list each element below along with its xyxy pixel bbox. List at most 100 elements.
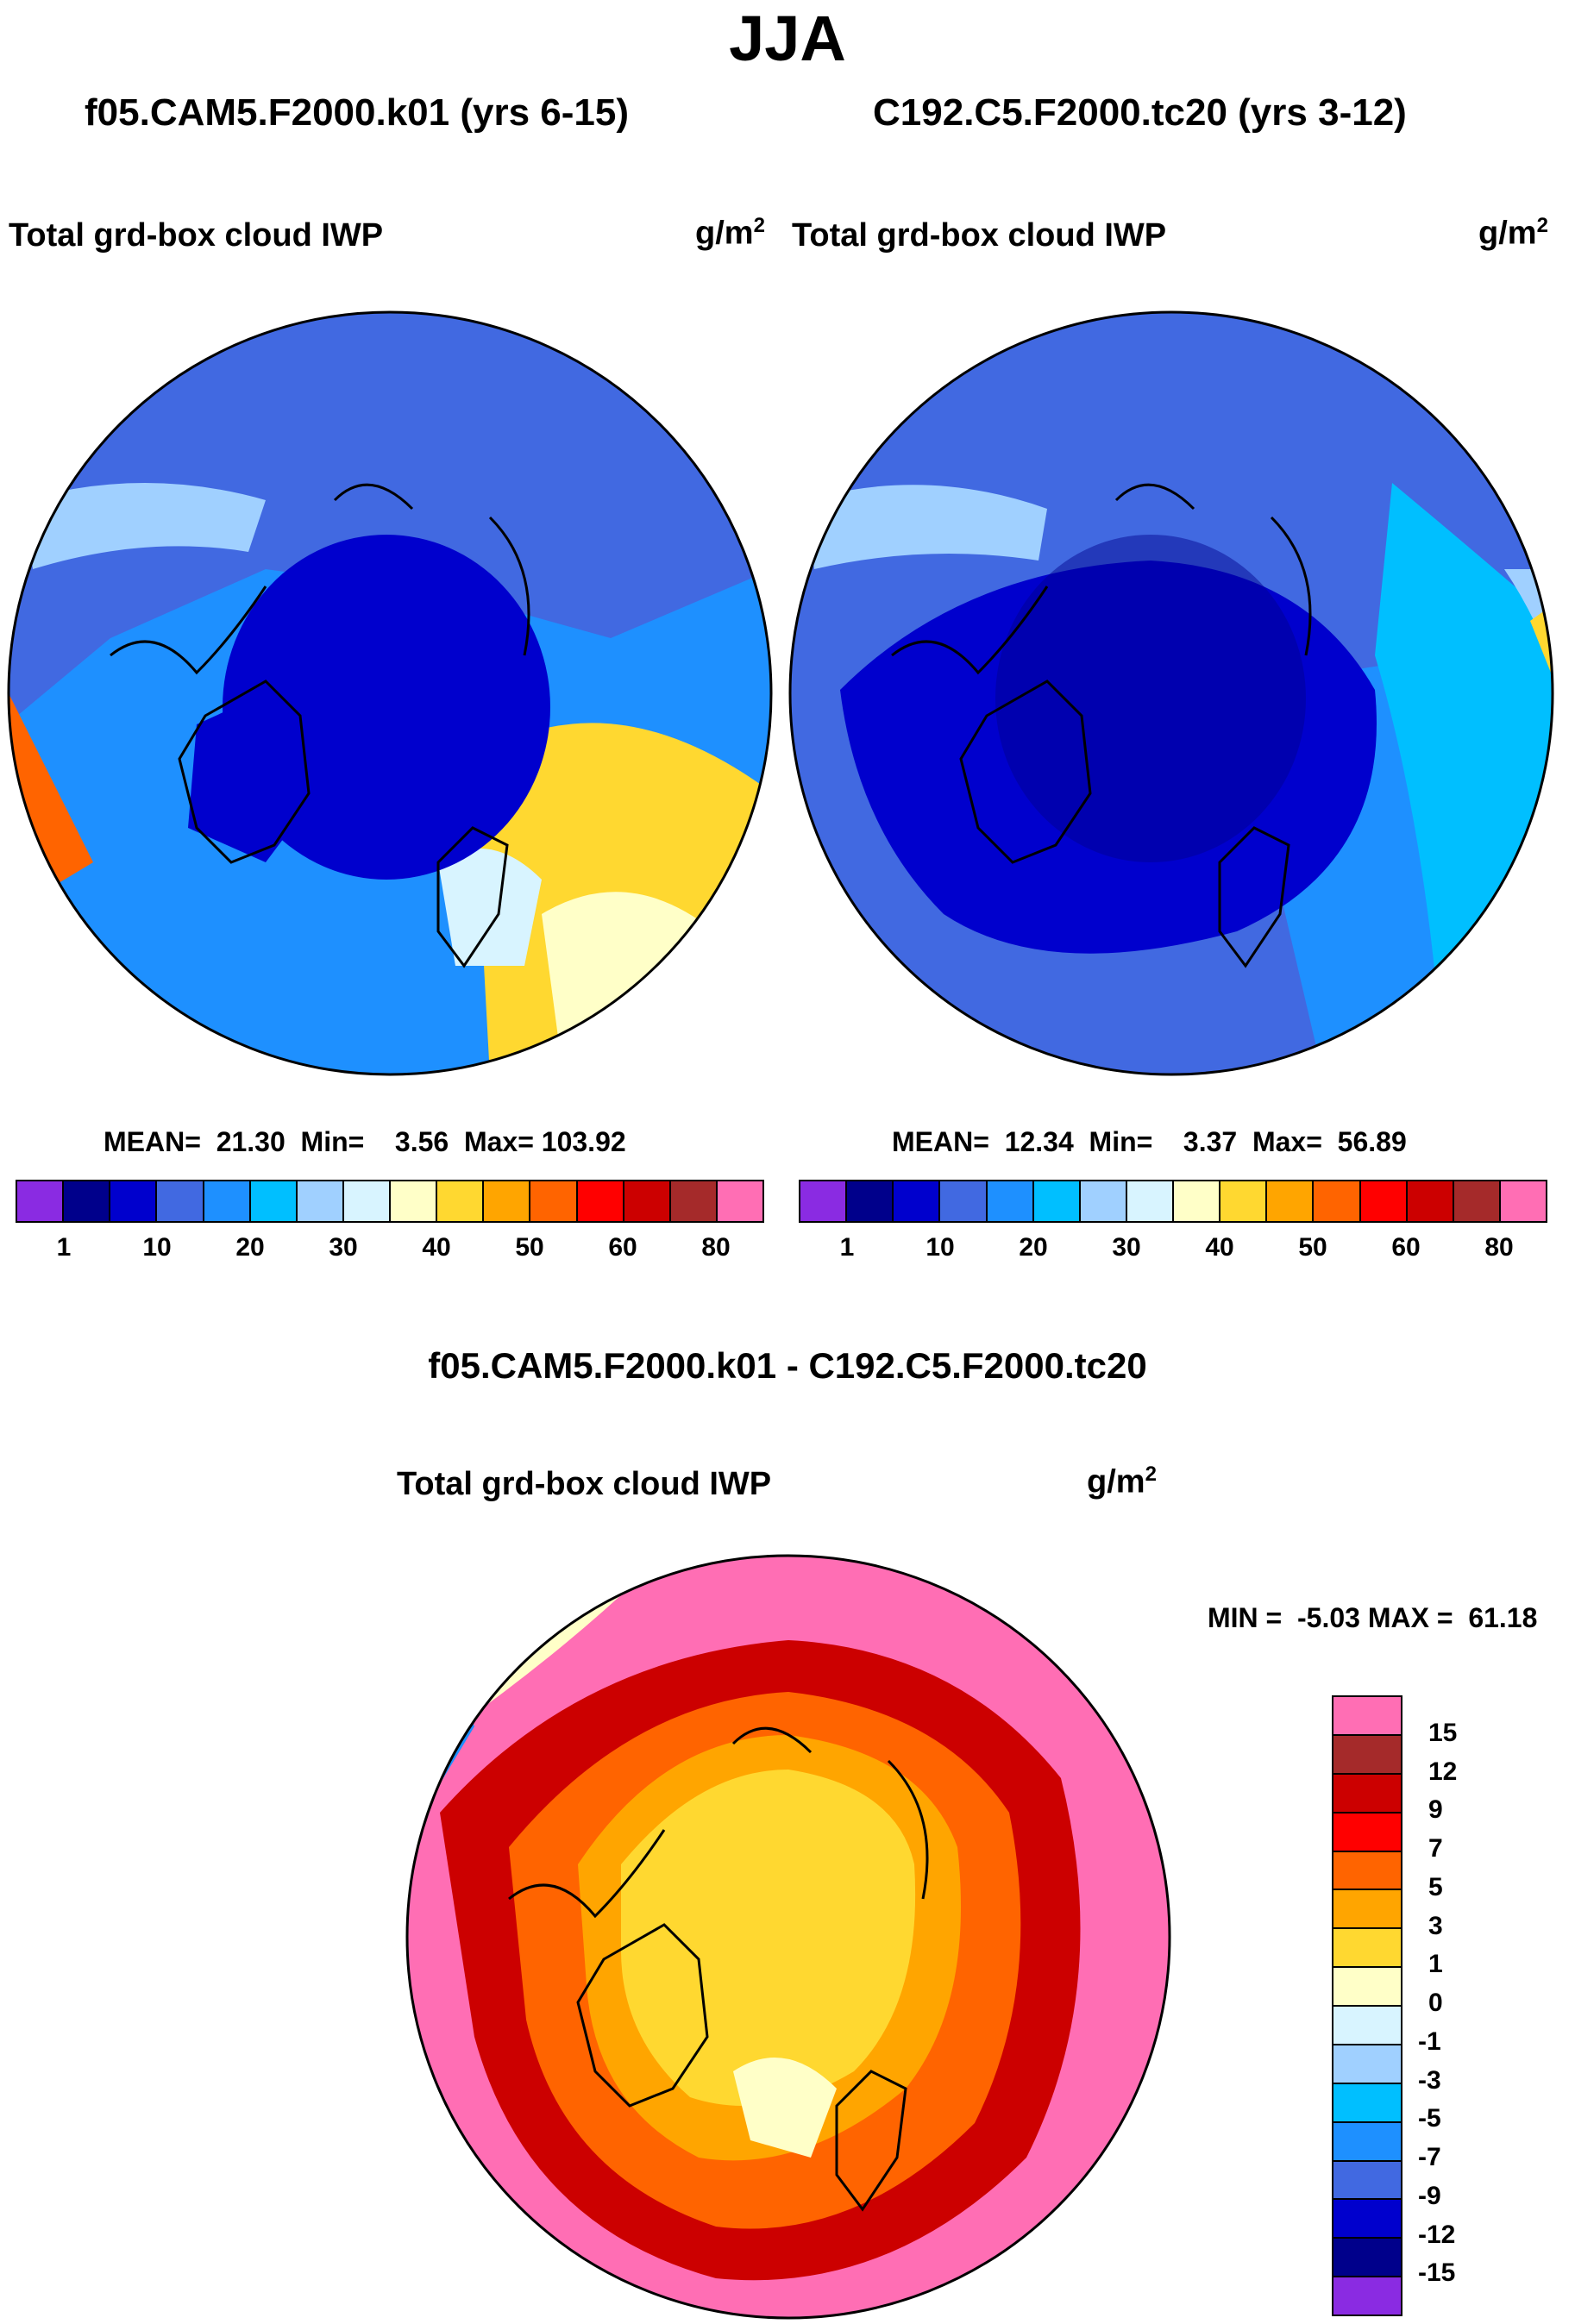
colorbar-box bbox=[717, 1181, 762, 1221]
colorbar-box bbox=[17, 1181, 65, 1221]
colorbar-box bbox=[1174, 1181, 1221, 1221]
colorbar-box bbox=[1314, 1181, 1361, 1221]
right-units: g/m2 bbox=[1478, 214, 1548, 252]
left-case-title: f05.CAM5.F2000.k01 (yrs 6-15) bbox=[85, 91, 629, 134]
colorbar-tick-label: 40 bbox=[422, 1233, 451, 1262]
colorbar-tick-label: 60 bbox=[1391, 1233, 1421, 1262]
colorbar-box bbox=[297, 1181, 344, 1221]
colorbar-box bbox=[1500, 1181, 1546, 1221]
right-polar-map bbox=[788, 310, 1554, 1076]
diff-colorbar-box bbox=[1333, 1774, 1401, 1813]
colorbar-box bbox=[391, 1181, 438, 1221]
diff-colorbar-tick-label: 12 bbox=[1428, 1757, 1458, 1786]
colorbar-box bbox=[1126, 1181, 1174, 1221]
left-stats: MEAN= 21.30 Min= 3.56 Max= 103.92 bbox=[104, 1126, 626, 1157]
colorbar-box bbox=[987, 1181, 1034, 1221]
colorbar-box bbox=[1267, 1181, 1315, 1221]
diff-units: g/m2 bbox=[1087, 1463, 1157, 1500]
colorbar-box bbox=[847, 1181, 894, 1221]
diff-colorbar-box bbox=[1333, 2239, 1401, 2278]
left-colorbar bbox=[16, 1180, 764, 1223]
colorbar-tick-label: 30 bbox=[1112, 1233, 1141, 1262]
left-polar-map bbox=[7, 310, 773, 1076]
colorbar-box bbox=[343, 1181, 391, 1221]
diff-colorbar-box bbox=[1333, 2045, 1401, 2084]
colorbar-box bbox=[110, 1181, 158, 1221]
colorbar-box bbox=[437, 1181, 485, 1221]
diff-colorbar-box bbox=[1333, 2122, 1401, 2162]
diff-colorbar-tick-label: -15 bbox=[1418, 2258, 1456, 2288]
colorbar-tick-label: 40 bbox=[1205, 1233, 1234, 1262]
colorbar-box bbox=[577, 1181, 624, 1221]
diff-stats: MIN = -5.03 MAX = 61.18 bbox=[1208, 1602, 1538, 1633]
right-colorbar bbox=[799, 1180, 1547, 1223]
colorbar-box bbox=[1407, 1181, 1454, 1221]
colorbar-tick-label: 50 bbox=[515, 1233, 544, 1262]
colorbar-box bbox=[940, 1181, 988, 1221]
difference-title: f05.CAM5.F2000.k01 - C192.C5.F2000.tc20 bbox=[428, 1345, 1147, 1386]
colorbar-tick-label: 50 bbox=[1298, 1233, 1327, 1262]
colorbar-tick-label: 10 bbox=[926, 1233, 955, 1262]
colorbar-tick-label: 20 bbox=[235, 1233, 265, 1262]
diff-colorbar bbox=[1332, 1695, 1402, 2316]
colorbar-box bbox=[484, 1181, 531, 1221]
diff-colorbar-box bbox=[1333, 2007, 1401, 2045]
diff-colorbar-box bbox=[1333, 1929, 1401, 1969]
colorbar-tick-label: 80 bbox=[1484, 1233, 1514, 1262]
diff-colorbar-tick-label: -12 bbox=[1418, 2220, 1456, 2249]
diff-variable-title: Total grd-box cloud IWP bbox=[397, 1466, 772, 1502]
colorbar-box bbox=[157, 1181, 204, 1221]
colorbar-box bbox=[800, 1181, 848, 1221]
colorbar-tick-label: 80 bbox=[701, 1233, 731, 1262]
diff-colorbar-ticks: 15 12 9 7 5 3 1 0 -1 -3 -5 -7 -9 -12 -15 bbox=[1418, 1695, 1522, 2313]
colorbar-box bbox=[1360, 1181, 1408, 1221]
colorbar-tick-label: 30 bbox=[329, 1233, 358, 1262]
right-case-title: C192.C5.F2000.tc20 (yrs 3-12) bbox=[873, 91, 1407, 134]
season-title: JJA bbox=[729, 3, 846, 74]
diff-colorbar-tick-label: 15 bbox=[1428, 1718, 1458, 1747]
colorbar-box bbox=[204, 1181, 251, 1221]
right-colorbar-ticks: 1 10 20 30 40 50 60 80 bbox=[800, 1233, 1546, 1268]
colorbar-tick-label: 60 bbox=[608, 1233, 637, 1262]
diff-colorbar-tick-label: -1 bbox=[1418, 2026, 1441, 2056]
diff-colorbar-tick-label: 0 bbox=[1428, 1989, 1443, 2017]
right-variable-title: Total grd-box cloud IWP bbox=[792, 217, 1167, 254]
diff-colorbar-tick-label: 9 bbox=[1428, 1795, 1443, 1825]
diff-colorbar-tick-label: 3 bbox=[1428, 1911, 1443, 1940]
left-units: g/m2 bbox=[695, 214, 765, 252]
diff-colorbar-box bbox=[1333, 2083, 1401, 2123]
diff-colorbar-tick-label: -3 bbox=[1418, 2065, 1441, 2095]
diff-colorbar-box bbox=[1333, 2277, 1401, 2315]
colorbar-box bbox=[670, 1181, 718, 1221]
diff-colorbar-tick-label: 5 bbox=[1428, 1872, 1443, 1901]
diff-colorbar-box bbox=[1333, 2161, 1401, 2201]
colorbar-tick-label: 20 bbox=[1019, 1233, 1048, 1262]
right-stats: MEAN= 12.34 Min= 3.37 Max= 56.89 bbox=[892, 1126, 1407, 1157]
diff-colorbar-box bbox=[1333, 1697, 1401, 1736]
colorbar-box bbox=[624, 1181, 671, 1221]
diff-colorbar-box bbox=[1333, 1851, 1401, 1891]
diff-colorbar-tick-label: 1 bbox=[1428, 1950, 1443, 1979]
diff-colorbar-box bbox=[1333, 1813, 1401, 1852]
diff-colorbar-box bbox=[1333, 2200, 1401, 2239]
colorbar-box bbox=[894, 1181, 941, 1221]
difference-polar-map bbox=[405, 1554, 1171, 2320]
left-colorbar-ticks: 1 10 20 30 40 50 60 80 bbox=[17, 1233, 762, 1268]
colorbar-tick-label: 1 bbox=[56, 1233, 72, 1262]
diff-colorbar-box bbox=[1333, 1968, 1401, 2007]
diff-colorbar-box bbox=[1333, 1890, 1401, 1930]
diff-colorbar-tick-label: 7 bbox=[1428, 1834, 1443, 1863]
colorbar-box bbox=[1080, 1181, 1127, 1221]
colorbar-tick-label: 1 bbox=[839, 1233, 855, 1262]
colorbar-box bbox=[1453, 1181, 1501, 1221]
colorbar-box bbox=[1033, 1181, 1081, 1221]
diff-colorbar-tick-label: -7 bbox=[1418, 2143, 1441, 2171]
colorbar-tick-label: 10 bbox=[142, 1233, 172, 1262]
diff-colorbar-box bbox=[1333, 1735, 1401, 1775]
diff-colorbar-tick-label: -9 bbox=[1418, 2181, 1441, 2210]
colorbar-box bbox=[250, 1181, 298, 1221]
colorbar-box bbox=[64, 1181, 111, 1221]
left-variable-title: Total grd-box cloud IWP bbox=[9, 217, 384, 254]
colorbar-box bbox=[1220, 1181, 1268, 1221]
diff-colorbar-tick-label: -5 bbox=[1418, 2104, 1441, 2133]
